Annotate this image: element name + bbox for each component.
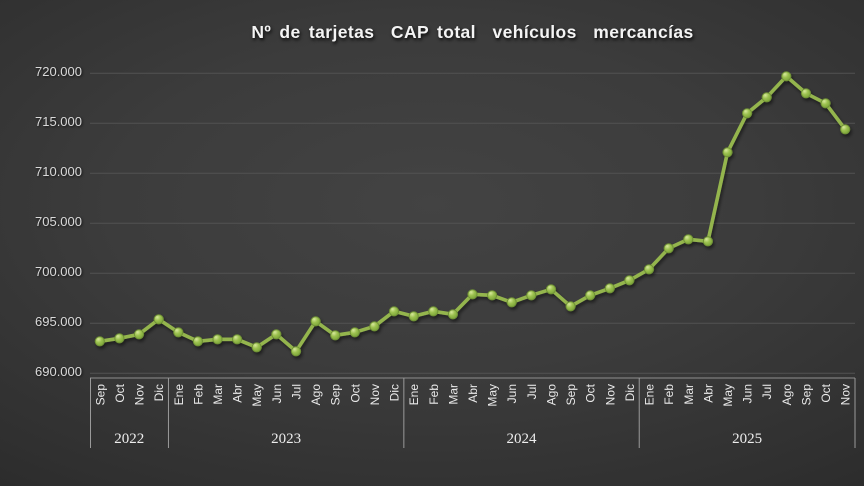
x-tick-label-month: Dic: [388, 384, 402, 401]
y-tick-label: 710.000: [35, 164, 82, 180]
x-tick-label-month: Jun: [270, 384, 284, 403]
x-tick-label-month: May: [250, 384, 264, 407]
data-point-marker: [349, 327, 360, 338]
data-point-marker: [643, 264, 655, 275]
x-tick-label-month: Ago: [544, 384, 558, 406]
x-tick-label-month: May: [721, 384, 735, 407]
data-point-marker: [585, 290, 596, 301]
x-tick-label-month: Sep: [799, 384, 813, 406]
data-point-marker: [722, 147, 733, 158]
data-point-marker: [604, 283, 615, 294]
x-tick-label-month: Nov: [133, 384, 147, 405]
x-tick-label-month: Nov: [603, 384, 617, 405]
y-tick-label: 690.000: [35, 364, 82, 380]
x-tick-label-month: Mar: [211, 384, 225, 405]
x-tick-label-month: Jul: [289, 384, 303, 399]
data-point-marker: [232, 334, 243, 345]
data-point-marker: [683, 234, 694, 245]
data-point-marker: [565, 301, 576, 312]
data-point-marker: [153, 314, 164, 325]
x-tick-label-year: 2024: [507, 431, 538, 447]
x-tick-label-month: Dic: [152, 384, 166, 401]
x-tick-label-month: Ago: [309, 384, 323, 406]
data-point-marker: [545, 284, 557, 295]
x-tick-label-year: 2022: [114, 431, 144, 447]
data-point-marker: [506, 297, 517, 308]
y-tick-label: 720.000: [35, 64, 82, 80]
chart-title: Nº de tarjetas CAP total vehículos merca…: [251, 22, 694, 42]
data-point-marker: [114, 333, 125, 344]
x-tick-label-month: May: [486, 384, 500, 407]
data-point-marker: [840, 124, 851, 135]
data-point-marker: [467, 289, 478, 300]
x-tick-label-month: Jun: [505, 384, 519, 403]
data-point-marker: [820, 98, 831, 109]
data-point-marker: [781, 71, 792, 82]
x-tick-label-month: Feb: [191, 384, 205, 405]
y-tick-label: 705.000: [35, 214, 82, 230]
x-tick-label-month: Sep: [329, 384, 343, 406]
x-tick-label-year: 2025: [732, 431, 762, 447]
x-tick-label-month: Abr: [466, 384, 480, 403]
data-point-marker: [487, 290, 498, 301]
data-point-marker: [310, 316, 321, 327]
x-tick-label-month: Ene: [407, 384, 421, 406]
x-tick-label-month: Sep: [564, 384, 578, 406]
data-series: [94, 71, 851, 357]
x-tick-label-month: Dic: [623, 384, 637, 401]
data-point-marker: [251, 342, 262, 353]
x-tick-label-month: Jul: [760, 384, 774, 399]
data-point-marker: [290, 346, 302, 357]
x-tick-label-month: Sep: [93, 384, 107, 406]
series-line: [98, 74, 847, 354]
data-point-marker: [428, 306, 439, 317]
y-tick-label: 700.000: [35, 264, 82, 280]
x-tick-label-month: Abr: [701, 384, 715, 403]
data-point-marker: [447, 309, 458, 320]
x-tick-label-month: Oct: [113, 383, 127, 402]
x-tick-label-month: Oct: [348, 383, 362, 402]
data-point-marker: [133, 329, 145, 340]
x-tick-label-month: Feb: [662, 384, 676, 405]
x-tick-label-month: Jul: [525, 384, 539, 399]
y-tick-label: 695.000: [35, 314, 82, 330]
data-point-marker: [330, 330, 341, 341]
data-point-marker: [369, 321, 380, 332]
data-point-marker: [800, 88, 812, 99]
data-point-marker: [624, 275, 635, 286]
x-tick-label-month: Jun: [741, 384, 755, 403]
data-point-marker: [526, 290, 537, 301]
x-tick-label-month: Abr: [231, 384, 245, 403]
data-point-marker: [702, 236, 714, 247]
x-tick-label-month: Feb: [427, 384, 441, 405]
data-point-marker: [408, 311, 419, 322]
y-tick-label: 715.000: [35, 114, 82, 130]
data-point-marker: [271, 329, 282, 340]
x-tick-label-month: Ene: [172, 384, 186, 406]
x-tick-label-month: Oct: [584, 383, 598, 402]
x-tick-label-month: Nov: [839, 384, 853, 405]
x-tick-label-month: Nov: [368, 384, 382, 405]
x-tick-label-year: 2023: [271, 431, 301, 447]
x-tick-label-month: Mar: [682, 384, 696, 405]
x-tick-label-month: Ene: [643, 384, 657, 406]
data-point-marker: [663, 243, 674, 254]
data-point-marker: [761, 92, 772, 103]
x-tick-label-month: Ago: [780, 384, 794, 406]
data-point-marker: [212, 334, 223, 345]
data-point-marker: [94, 336, 105, 347]
data-point-marker: [173, 327, 184, 338]
data-point-marker: [192, 336, 203, 347]
x-tick-label-month: Mar: [446, 384, 460, 405]
data-point-marker: [742, 108, 753, 119]
data-point-marker: [388, 306, 400, 317]
x-tick-label-month: Oct: [819, 383, 833, 402]
